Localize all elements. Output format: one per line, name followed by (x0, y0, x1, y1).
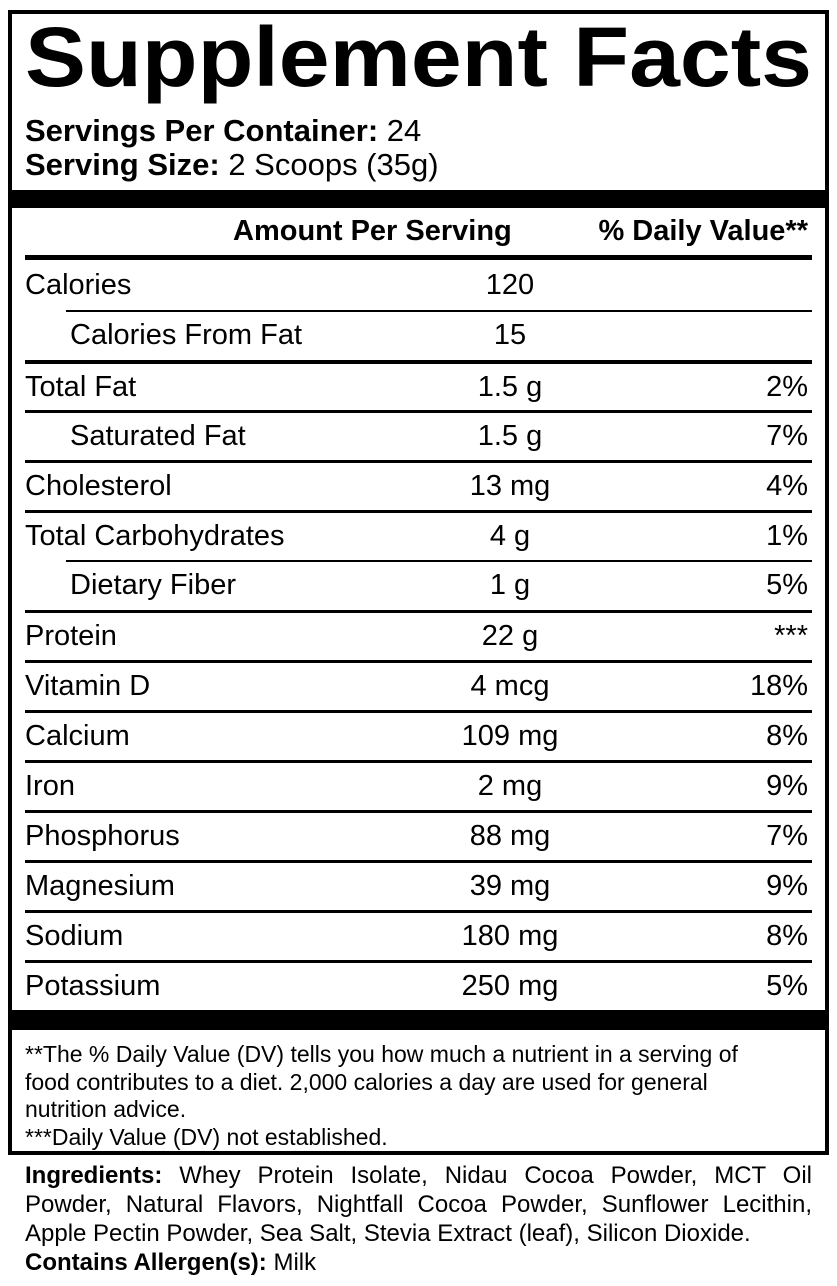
allergen-label: Contains Allergen(s): (25, 1249, 267, 1276)
column-header-row: Amount Per Serving % Daily Value** (25, 208, 812, 260)
label-title: Supplement Facts (25, 22, 812, 104)
nutrient-row-total-carbohydrates: Total Carbohydrates 4 g 1% (25, 510, 812, 560)
nutrient-row-protein: Protein 22 g *** (25, 610, 812, 660)
nutrient-amount: 120 (485, 268, 535, 301)
nutrient-dv: 5% (766, 970, 808, 1002)
nutrient-row-vitamin-d: Vitamin D 4 mcg 18% (25, 660, 812, 710)
footnotes: **The % Daily Value (DV) tells you how m… (25, 1030, 812, 1151)
nutrient-amount: 4 mcg (470, 670, 550, 702)
serving-size-label: Serving Size: (25, 147, 220, 182)
footnote-dv-line2: food contributes to a diet. 2,000 calori… (25, 1068, 708, 1095)
separator-bar-top (12, 190, 825, 208)
nutrient-name: Dietary Fiber (70, 568, 236, 601)
nutrient-row-magnesium: Magnesium 39 mg 9% (25, 860, 812, 910)
nutrient-name: Potassium (25, 970, 161, 1002)
ingredients-line-3: Apple Pectin Powder, Sea Salt, Stevia Ex… (25, 1220, 751, 1247)
nutrient-name: Calories From Fat (70, 318, 303, 351)
serving-size-value: 2 Scoops (35g) (228, 147, 439, 182)
servings-per-container-label: Servings Per Container: (25, 113, 379, 148)
nutrient-dv: 9% (766, 870, 808, 902)
nutrient-row-cholesterol: Cholesterol 13 mg 4% (25, 460, 812, 510)
separator-bar-bottom (12, 1010, 825, 1030)
nutrient-name: Magnesium (25, 870, 175, 902)
nutrient-name: Total Fat (25, 370, 137, 403)
nutrient-dv: 5% (766, 568, 808, 601)
nutrient-amount: 1.5 g (477, 420, 543, 452)
nutrient-name: Sodium (25, 920, 124, 952)
nutrient-name: Protein (25, 620, 117, 652)
nutrient-dv: 9% (766, 770, 808, 802)
nutrient-row-calories: Calories 120 (25, 260, 812, 310)
allergen-line: Contains Allergen(s): Milk (25, 1248, 812, 1277)
footnote-dv-line1: **The % Daily Value (DV) tells you how m… (25, 1041, 738, 1067)
nutrient-dv: 4% (766, 470, 808, 502)
ingredients-section: Ingredients: Whey Protein Isolate, Nidau… (25, 1161, 812, 1277)
ingredients-line-1: Ingredients: Whey Protein Isolate, Nidau… (25, 1161, 812, 1190)
nutrient-dv: 1% (766, 520, 808, 552)
label-title-block: Supplement Facts (25, 22, 812, 104)
nutrient-name: Calcium (25, 720, 130, 752)
nutrient-dv: 7% (766, 820, 808, 852)
nutrient-row-calories-from-fat: Calories From Fat 15 (25, 310, 812, 360)
nutrient-amount: 22 g (481, 620, 539, 652)
footnote-not-established: ***Daily Value (DV) not established. (25, 1123, 388, 1150)
nutrient-row-saturated-fat: Saturated Fat 1.5 g 7% (25, 410, 812, 460)
nutrient-row-iron: Iron 2 mg 9% (25, 760, 812, 810)
nutrient-name: Cholesterol (25, 470, 172, 502)
nutrient-dv: 8% (766, 720, 808, 752)
nutrient-amount: 4 g (489, 520, 531, 552)
nutrient-name: Iron (25, 770, 75, 802)
nutrient-amount: 1.5 g (477, 370, 543, 403)
nutrient-dv: *** (774, 620, 808, 652)
nutrient-amount: 15 (493, 318, 527, 351)
nutrient-amount: 13 mg (469, 470, 551, 502)
ingredients-line-1-text: Whey Protein Isolate, Nidau Cocoa Powder… (179, 1162, 812, 1189)
serving-size: Serving Size: 2 Scoops (35g) (25, 148, 812, 182)
nutrient-amount: 2 mg (477, 770, 543, 802)
nutrient-amount: 88 mg (469, 820, 551, 852)
ingredients-line-2: Powder, Natural Flavors, Nightfall Cocoa… (25, 1191, 812, 1218)
nutrient-name: Saturated Fat (70, 420, 246, 452)
nutrient-name: Calories (25, 268, 132, 301)
nutrient-dv: 7% (766, 420, 808, 452)
nutrient-row-sodium: Sodium 180 mg 8% (25, 910, 812, 960)
nutrient-amount: 39 mg (469, 870, 551, 902)
nutrient-row-total-fat: Total Fat 1.5 g 2% (25, 360, 812, 410)
nutrient-row-calcium: Calcium 109 mg 8% (25, 710, 812, 760)
daily-value-header: % Daily Value** (598, 215, 808, 247)
nutrient-amount: 1 g (489, 568, 531, 601)
nutrient-name: Vitamin D (25, 670, 151, 702)
allergen-value: Milk (273, 1249, 317, 1276)
nutrient-name: Total Carbohydrates (25, 520, 285, 552)
nutrient-dv: 2% (766, 370, 808, 403)
nutrient-row-phosphorus: Phosphorus 88 mg 7% (25, 810, 812, 860)
supplement-facts-panel: Supplement Facts Servings Per Container:… (8, 10, 829, 1155)
footnote-dv-line3: nutrition advice. (25, 1096, 187, 1122)
servings-per-container-value: 24 (386, 113, 422, 148)
nutrient-amount: 180 mg (461, 920, 559, 952)
nutrient-name: Phosphorus (25, 820, 180, 852)
ingredients-label: Ingredients: (25, 1162, 163, 1189)
servings-per-container: Servings Per Container: 24 (25, 114, 812, 148)
nutrient-row-dietary-fiber: Dietary Fiber 1 g 5% (25, 560, 812, 610)
nutrient-row-potassium: Potassium 250 mg 5% (25, 960, 812, 1010)
nutrient-amount: 250 mg (461, 970, 559, 1002)
nutrient-dv: 8% (766, 920, 808, 952)
nutrient-amount: 109 mg (461, 720, 559, 752)
amount-per-serving-header: Amount Per Serving (233, 215, 512, 247)
nutrient-dv: 18% (749, 670, 808, 702)
